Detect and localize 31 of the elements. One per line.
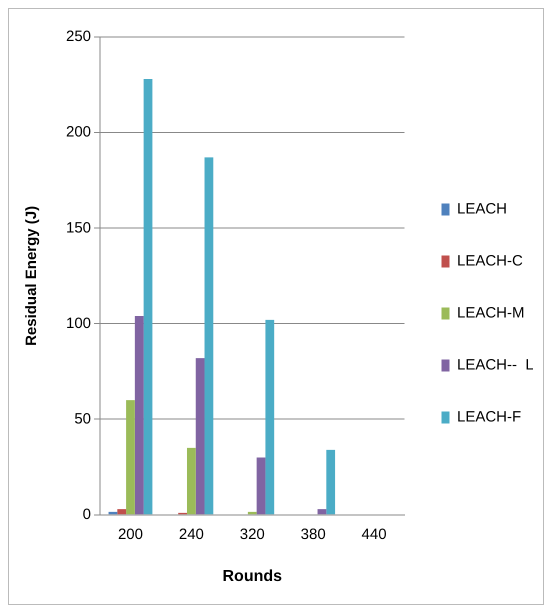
x-axis-title: Rounds (222, 568, 282, 585)
x-tick-label: 200 (118, 526, 143, 543)
bar (196, 358, 205, 514)
x-tick-label: 240 (178, 526, 204, 543)
bar (186, 448, 196, 514)
x-tick-label: 320 (240, 526, 265, 543)
bar (248, 512, 257, 514)
y-tick-label: 50 (74, 410, 92, 428)
legend-label: LEACH-- L (457, 356, 534, 374)
y-tick-label: 150 (66, 219, 92, 236)
legend-label: LEACH (457, 200, 508, 218)
bar (204, 157, 214, 514)
bar (126, 400, 135, 514)
bar (144, 79, 152, 514)
y-tick-label: 200 (66, 124, 92, 141)
y-tick-label: 250 (66, 28, 92, 46)
x-tick-label: 440 (362, 526, 387, 543)
bar (256, 457, 266, 514)
legend-label: LEACH-C (457, 252, 524, 270)
x-tick-label: 380 (300, 526, 326, 543)
bar (117, 509, 126, 514)
bar (134, 316, 144, 514)
legend-label: LEACH-M (457, 304, 525, 322)
bar (318, 509, 326, 514)
legend-label: LEACH-F (457, 408, 522, 426)
y-tick-label: 100 (66, 314, 92, 332)
bar (265, 320, 274, 514)
bar (108, 512, 118, 514)
y-axis-title: Residual Energy (J) (23, 206, 40, 346)
bar (326, 450, 336, 514)
y-tick-label: 0 (82, 506, 92, 523)
